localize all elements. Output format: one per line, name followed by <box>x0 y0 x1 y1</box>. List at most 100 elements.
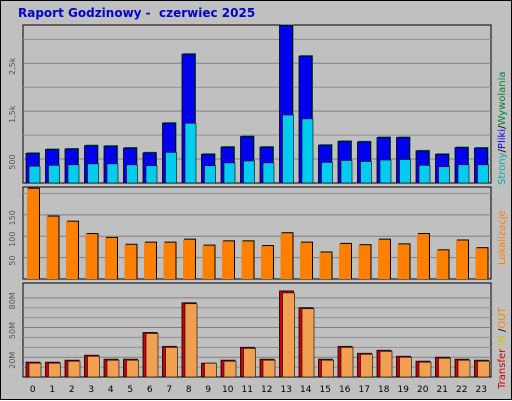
pages-bar-3 <box>87 163 99 184</box>
x-tick-20: 20 <box>417 385 429 395</box>
pages-bar-5 <box>126 164 138 184</box>
sites-bar-12 <box>261 246 273 279</box>
sites-bar-15 <box>319 252 332 279</box>
pages-bar-23 <box>477 164 489 184</box>
sites-bar-17 <box>358 245 371 279</box>
panel-1-ytick-2: 150 <box>8 210 17 225</box>
sites-bar-5 <box>124 244 137 279</box>
out-bar-14 <box>301 308 315 378</box>
pages-bar-18 <box>379 159 392 184</box>
sites-bar-2 <box>66 221 78 279</box>
sites-bar-23 <box>475 248 488 279</box>
x-tick-15: 15 <box>320 385 331 395</box>
pages-bar-7 <box>165 152 177 184</box>
panel-0-ytick-0: 500 <box>8 154 17 169</box>
pages-bar-22 <box>457 164 470 184</box>
pages-bar-2 <box>67 164 80 184</box>
x-tick-19: 19 <box>398 385 410 395</box>
x-tick-1: 1 <box>49 385 55 395</box>
legend-pages-label: Strony <box>497 152 508 185</box>
panel-2-ytick-0: 20M <box>8 352 17 369</box>
sites-bar-11 <box>241 241 254 279</box>
legend-sites: Lokalizacje <box>497 185 508 265</box>
sites-bar-0 <box>27 188 39 279</box>
panel-2-ytick-1: 50M <box>8 322 17 339</box>
panel-1-ytick-0: 50 <box>8 256 17 266</box>
sites-bar-18 <box>378 239 390 279</box>
sites-bar-3 <box>85 234 98 279</box>
sites-bar-10 <box>222 241 234 279</box>
legend-in-label: IN <box>497 335 508 346</box>
x-tick-6: 6 <box>147 385 153 395</box>
sites-bar-6 <box>144 242 156 279</box>
x-tick-11: 11 <box>242 385 253 395</box>
out-bar-2 <box>67 360 81 378</box>
pages-bar-13 <box>282 114 294 184</box>
out-bar-12 <box>262 359 276 378</box>
out-bar-1 <box>48 362 61 378</box>
x-tick-8: 8 <box>186 385 192 395</box>
pages-bar-9 <box>204 165 216 184</box>
panel-0-ytick-1: 1,5k <box>8 105 17 123</box>
legend-pages-files-hits: Strony/Pliki/Wywolania <box>497 15 508 185</box>
sites-bar-21 <box>436 250 449 279</box>
x-tick-3: 3 <box>88 385 94 395</box>
out-bar-21 <box>438 357 451 378</box>
pages-bar-8 <box>184 122 197 184</box>
x-tick-22: 22 <box>456 385 467 395</box>
sites-bar-20 <box>417 234 429 279</box>
legend-sep-1: / <box>497 149 508 153</box>
out-bar-11 <box>243 348 256 378</box>
sites-bar-16 <box>339 243 351 279</box>
out-bar-18 <box>379 350 393 378</box>
x-tick-23: 23 <box>476 385 487 395</box>
out-bar-16 <box>340 347 354 378</box>
x-tick-16: 16 <box>339 385 351 395</box>
panel-2-frame <box>22 282 492 378</box>
sites-bar-4 <box>105 237 117 279</box>
panel-0-frame <box>22 24 492 184</box>
x-tick-4: 4 <box>108 385 114 395</box>
panel-0-ytick-2: 2,5k <box>8 57 17 75</box>
x-tick-9: 9 <box>205 385 211 395</box>
pages-bar-6 <box>145 165 158 184</box>
pages-bar-21 <box>438 166 450 184</box>
out-bar-5 <box>126 359 139 378</box>
pages-bar-17 <box>360 161 372 184</box>
legend-sep-3: / <box>497 328 508 332</box>
pages-bar-12 <box>262 162 275 184</box>
legend-sep-2: / <box>497 125 508 129</box>
sites-bar-9 <box>202 245 215 279</box>
chart-title: Raport Godzinowy - czerwiec 2025 <box>18 6 256 20</box>
sites-bar-13 <box>280 233 293 279</box>
x-tick-18: 18 <box>378 385 390 395</box>
out-bar-8 <box>184 303 198 378</box>
sites-bar-8 <box>183 239 195 279</box>
sites-bar-19 <box>397 244 410 279</box>
out-bar-19 <box>399 356 412 378</box>
x-tick-0: 0 <box>30 385 36 395</box>
x-tick-13: 13 <box>281 385 292 395</box>
out-bar-9 <box>204 362 217 378</box>
out-bar-4 <box>106 359 120 378</box>
x-tick-21: 21 <box>437 385 448 395</box>
out-bar-0 <box>28 362 42 378</box>
x-tick-5: 5 <box>127 385 133 395</box>
x-tick-14: 14 <box>300 385 312 395</box>
sites-bar-22 <box>456 240 468 279</box>
out-bar-15 <box>321 359 334 378</box>
out-bar-13 <box>282 292 295 378</box>
pages-bar-0 <box>28 165 41 184</box>
legend-transfer-label: Transfer <box>497 348 508 389</box>
out-bar-17 <box>360 353 373 378</box>
out-bar-20 <box>418 361 432 378</box>
out-bar-23 <box>477 360 490 378</box>
pages-bar-16 <box>340 160 353 184</box>
legend-hits-label: Wywolania <box>497 71 508 126</box>
x-tick-2: 2 <box>69 385 75 395</box>
panel-1-ytick-1: 100 <box>8 232 17 247</box>
pages-bar-15 <box>321 162 333 184</box>
x-tick-17: 17 <box>359 385 370 395</box>
